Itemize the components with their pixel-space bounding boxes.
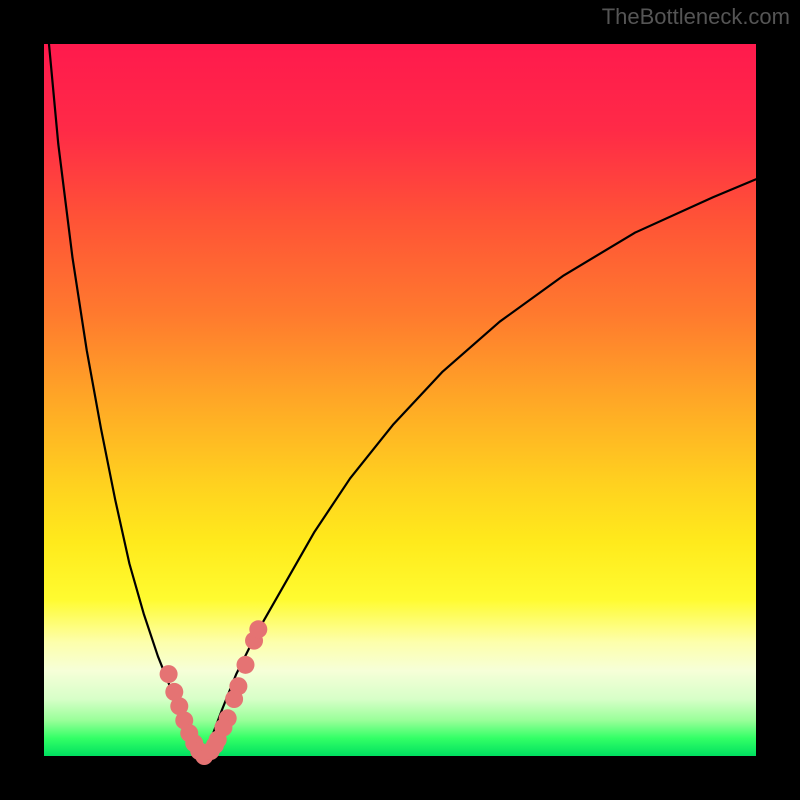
data-marker <box>206 736 224 754</box>
data-marker <box>160 665 178 683</box>
data-marker <box>214 719 232 737</box>
plot-background-gradient <box>44 44 756 756</box>
bottleneck-chart <box>0 0 800 800</box>
watermark-text: TheBottleneck.com <box>602 4 790 30</box>
chart-container: TheBottleneck.com <box>0 0 800 800</box>
data-marker <box>225 690 243 708</box>
data-marker <box>249 620 267 638</box>
data-marker <box>237 656 255 674</box>
